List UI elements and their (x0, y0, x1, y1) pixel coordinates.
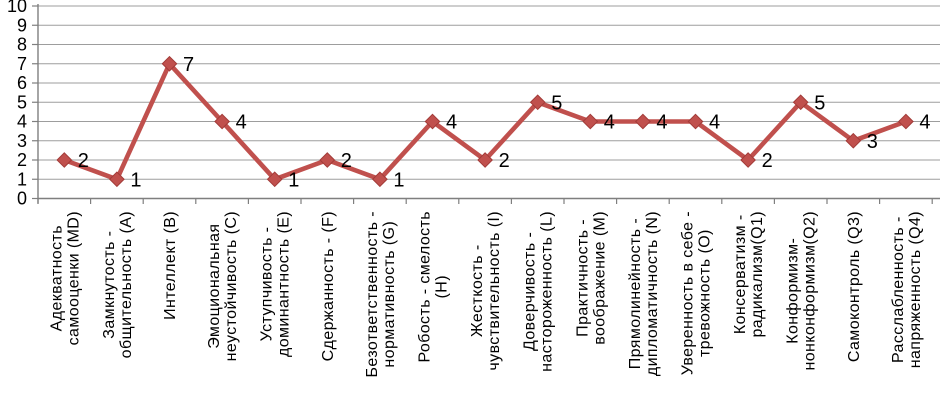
category-label: Безответственность - нормативность (G) (364, 211, 398, 377)
category-label-line: Замкнутость - (101, 231, 118, 339)
data-point-marker (845, 132, 862, 149)
y-axis-tick-label: 3 (17, 131, 27, 151)
category-label-line: напряженность (Q4) (907, 211, 924, 368)
data-label: 4 (604, 112, 615, 134)
y-axis-tick-label: 2 (17, 150, 27, 170)
category-label-line: настороженность (L) (539, 211, 556, 372)
data-label: 2 (762, 150, 773, 172)
data-point-marker (582, 113, 599, 130)
data-point-marker (424, 113, 441, 130)
data-label: 4 (919, 112, 930, 134)
category-label-line: Робость - смелость (417, 211, 434, 362)
data-point-marker (740, 152, 757, 168)
category-label: Уверенность в себе - тревожность (О) (680, 211, 714, 375)
category-label-line: (Н) (434, 275, 451, 298)
category-label-line: Прямолинейность - (627, 218, 644, 369)
category-label: Самоконтроль (Q3) (846, 211, 863, 362)
category-label-line: Эмоциональная (206, 224, 223, 349)
category-label: Прямолинейность - дипломатичность (N) (627, 211, 661, 376)
data-point-marker (371, 171, 388, 188)
category-label: Консерватизм - радикализм(Q1) (732, 211, 766, 338)
category-label: Адекватность самооценки (MD) (48, 211, 82, 345)
data-point-marker (897, 113, 914, 130)
category-label-line: воображение (М) (591, 211, 608, 345)
data-label: 4 (709, 112, 720, 134)
data-point-marker (266, 171, 283, 188)
data-label: 4 (446, 112, 457, 134)
category-label-line: Адекватность (48, 225, 65, 331)
data-label: 2 (78, 150, 89, 172)
category-label-line: чувствительность (I) (486, 211, 503, 371)
y-axis-tick-label: 0 (17, 189, 27, 209)
category-label-line: Расслабленность - (890, 216, 907, 363)
data-point-marker (56, 152, 73, 168)
category-label: Расслабленность - напряженность (Q4) (890, 211, 924, 368)
category-label-line: Самоконтроль (Q3) (846, 211, 863, 362)
category-label-line: неустойчивость (С) (223, 211, 240, 361)
y-axis-tick-label: 5 (17, 92, 27, 112)
category-label: Практичность - воображение (М) (574, 211, 608, 345)
data-label: 1 (393, 169, 404, 191)
category-label-line: Практичность - (574, 219, 591, 337)
y-axis-tick-label: 10 (7, 0, 27, 16)
category-label-line: Консерватизм - (732, 214, 749, 334)
y-axis-tick-label: 7 (17, 54, 27, 74)
data-point-marker (319, 152, 336, 168)
y-axis-tick-label: 1 (17, 169, 27, 189)
data-point-marker (477, 152, 494, 168)
data-label: 5 (814, 92, 825, 114)
category-label: Эмоциональная неустойчивость (С) (206, 211, 240, 361)
category-label-line: Жесткость - (469, 244, 486, 337)
data-label: 7 (183, 54, 194, 76)
data-label: 4 (656, 112, 667, 134)
data-point-marker (687, 113, 704, 130)
data-label: 5 (551, 92, 562, 114)
category-label-line: Конформизм- (785, 238, 802, 344)
y-axis-tick-label: 6 (17, 73, 27, 93)
y-axis-tick-label: 4 (17, 112, 27, 132)
category-label-line: нормативность (G) (381, 221, 398, 368)
data-label: 1 (288, 169, 299, 191)
category-label: Робость - смелость (Н) (417, 211, 451, 362)
category-label: Интеллект (В) (162, 211, 179, 320)
category-label-line: Уступчивость - (259, 227, 276, 342)
category-label: Доверчивость - настороженность (L) (522, 211, 556, 372)
category-label: Сдержанность - (F) (320, 211, 337, 361)
data-point-marker (108, 171, 125, 188)
data-label: 4 (236, 112, 247, 134)
y-axis-tick-label: 9 (17, 15, 27, 35)
data-point-marker (161, 55, 178, 72)
category-label-line: Интеллект (В) (162, 211, 179, 320)
data-label: 1 (130, 169, 141, 191)
data-label: 3 (867, 131, 878, 153)
data-label: 2 (341, 150, 352, 172)
category-label-line: Доверчивость - (522, 232, 539, 351)
category-label-line: дипломатичность (N) (644, 211, 661, 376)
category-label-line: общительность (А) (118, 211, 135, 358)
data-label: 2 (499, 150, 510, 172)
category-label-line: тревожность (О) (697, 229, 714, 357)
category-label-line: Сдержанность - (F) (320, 211, 337, 361)
category-label-line: Уверенность в себе - (680, 211, 697, 375)
category-label: Уступчивость - доминантность (Е) (259, 211, 293, 357)
y-axis-tick-label: 8 (17, 35, 27, 55)
category-label-line: радикализм(Q1) (749, 211, 766, 338)
category-label-line: доминантность (Е) (276, 211, 293, 357)
category-label-line: нонконформизм(Q2) (802, 211, 819, 371)
category-label: Замкнутость - общительность (А) (101, 211, 135, 358)
data-point-marker (792, 94, 809, 111)
data-point-marker (214, 113, 231, 130)
category-label-line: Безответственность - (364, 211, 381, 377)
category-label: Жесткость - чувствительность (I) (469, 211, 503, 371)
category-label-line: самооценки (MD) (65, 211, 82, 345)
category-label: Конформизм-нонконформизм(Q2) (785, 211, 819, 371)
data-point-marker (529, 94, 546, 111)
data-point-marker (634, 113, 651, 130)
